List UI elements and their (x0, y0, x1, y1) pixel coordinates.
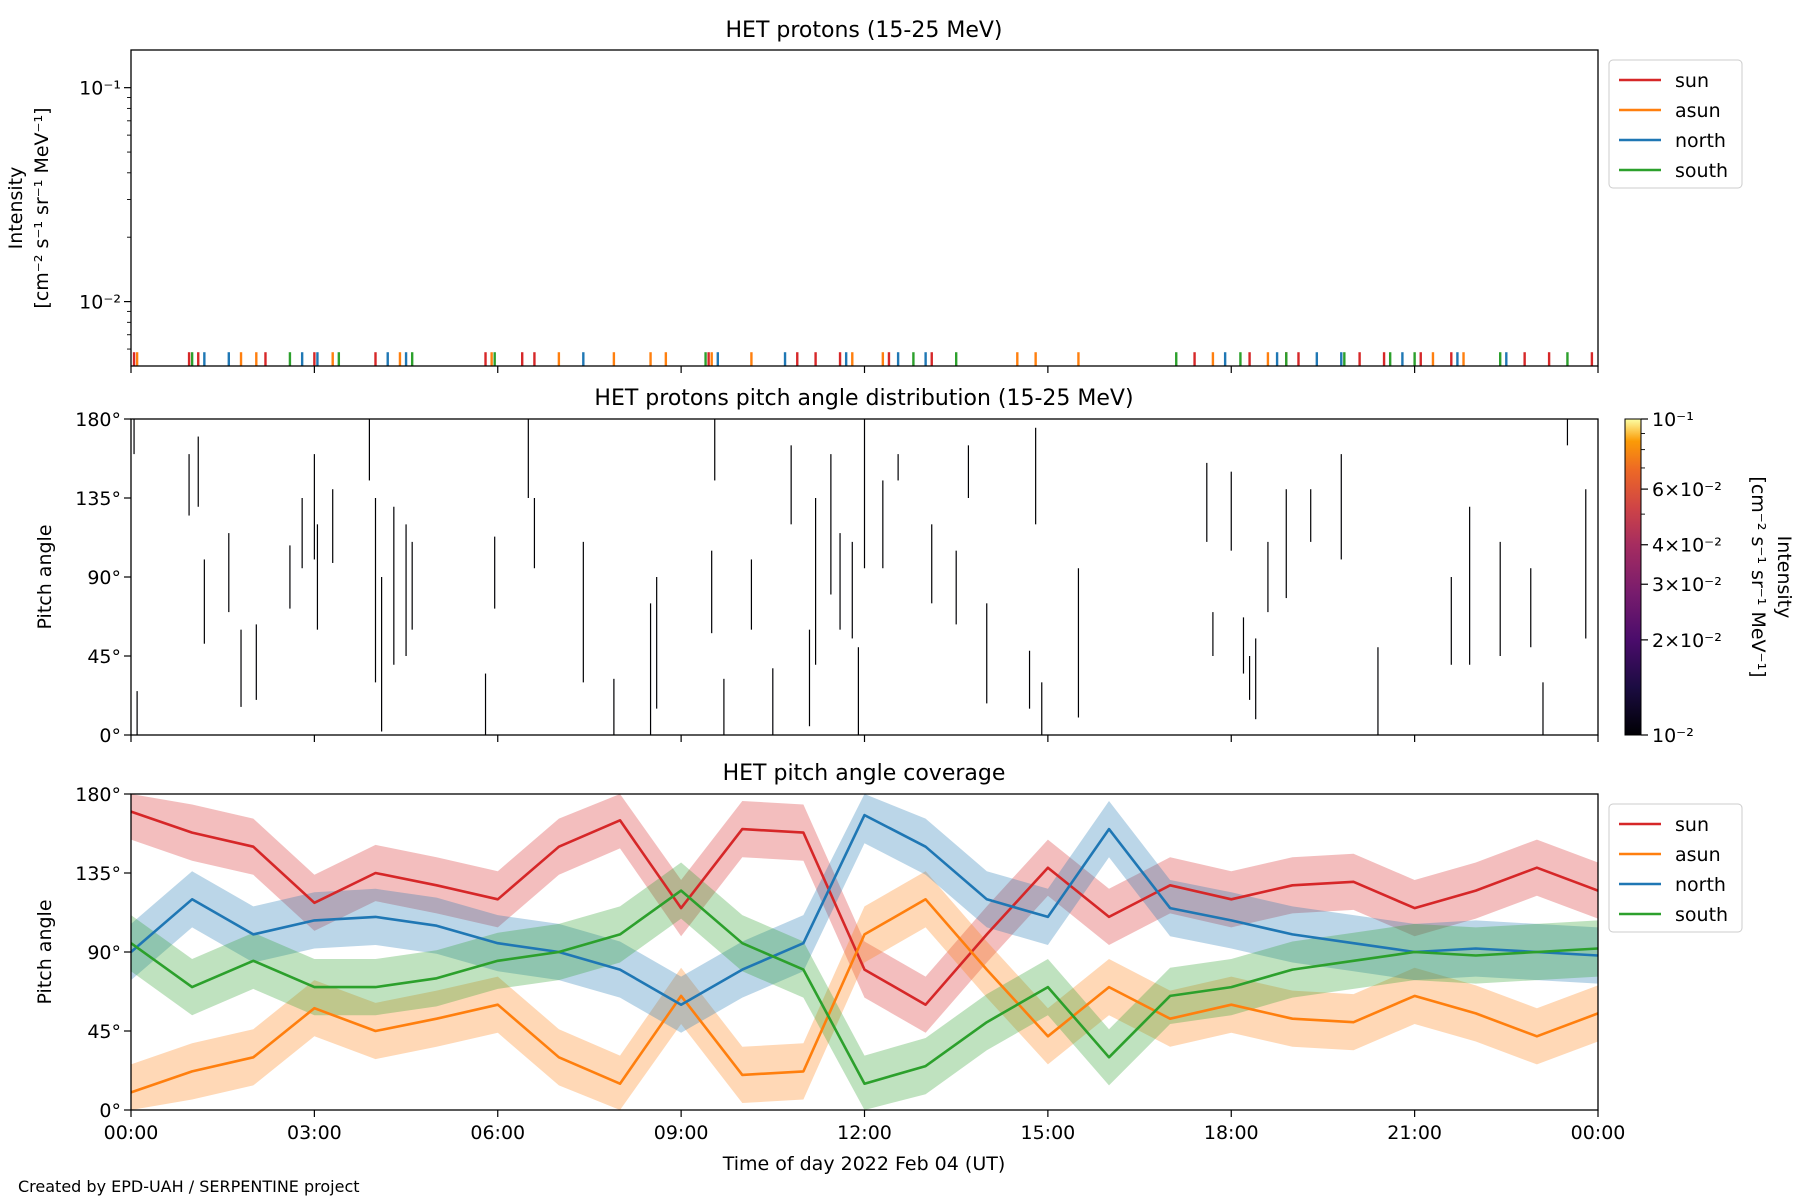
x-tick-label: 18:00 (1204, 1122, 1259, 1144)
legend-label-sun: sun (1675, 70, 1709, 92)
y-tick-label: 0° (99, 1100, 121, 1122)
colorbar-tick-label: 2×10⁻² (1652, 630, 1722, 652)
panel-intensity: HET protons (15-25 MeV) 10⁻¹ 10⁻² Intensi… (5, 18, 1743, 373)
panel2-ylabel: Pitch angle (34, 524, 56, 629)
colorbar-label-line1: Intensity (1773, 536, 1795, 619)
panel2-frame (130, 418, 1599, 736)
legend-label-south: south (1675, 904, 1728, 926)
x-tick-label: 03:00 (287, 1122, 342, 1144)
y-tick-label: 180° (75, 784, 121, 806)
credit-text: Created by EPD-UAH / SERPENTINE project (18, 1177, 360, 1196)
y-tick-label: 10⁻¹ (79, 78, 121, 100)
north-coverage-band (131, 794, 1598, 1033)
x-tick-label: 21:00 (1387, 1122, 1442, 1144)
asun-coverage-line (131, 897, 1598, 1094)
panel2-title: HET protons pitch angle distribution (15… (594, 386, 1133, 411)
legend-label-north: north (1675, 130, 1726, 152)
x-tick-label: 00:00 (1571, 1122, 1626, 1144)
panel-coverage: HET pitch angle coverage 0° 45° 90° 135° 180… (34, 761, 1743, 1175)
legend-label-south: south (1675, 160, 1728, 182)
y-tick-label: 90° (87, 567, 121, 589)
legend-label-sun: sun (1675, 814, 1709, 836)
south-coverage-band (131, 862, 1598, 1110)
legend-label-asun: asun (1675, 844, 1721, 866)
colorbar-label-line2: [cm⁻² s⁻¹ sr⁻¹ MeV⁻¹] (1747, 476, 1769, 677)
y-tick-label: 0° (99, 725, 121, 747)
legend-box (1608, 59, 1743, 189)
north-coverage-line (131, 813, 1598, 1007)
y-tick-label: 135° (75, 863, 121, 885)
panel3-title: HET pitch angle coverage (723, 761, 1006, 786)
y-tick-label: 45° (87, 646, 121, 668)
y-tick-label: 180° (75, 409, 121, 431)
south-coverage-line (131, 889, 1598, 1085)
sun-coverage-band (131, 794, 1598, 1033)
panel-pad: HET protons pitch angle distribution (15… (34, 386, 1795, 747)
colorbar-tick-label: 3×10⁻² (1652, 574, 1722, 596)
asun-coverage-band (131, 871, 1598, 1110)
panel3-ylabel: Pitch angle (34, 899, 56, 1004)
panel1-legend: sun asun north south (1608, 59, 1743, 189)
x-tick-label: 06:00 (470, 1122, 525, 1144)
panel1-ylabel-line1: Intensity (5, 167, 27, 250)
colorbar-tick-label: 4×10⁻² (1652, 535, 1722, 557)
colorbar-tick-label: 6×10⁻² (1652, 479, 1722, 501)
x-tick-label: 09:00 (654, 1122, 709, 1144)
y-tick-label: 135° (75, 488, 121, 510)
y-tick-label: 90° (87, 942, 121, 964)
panel3-legend: sun asun north south (1608, 803, 1743, 933)
x-axis-label: Time of day 2022 Feb 04 (UT) (722, 1153, 1006, 1175)
legend-label-north: north (1675, 874, 1726, 896)
sun-coverage-line (131, 810, 1598, 1007)
y-tick-label: 45° (87, 1021, 121, 1043)
colorbar-tick-label: 10⁻¹ (1652, 409, 1694, 431)
panel1-title: HET protons (15-25 MeV) (726, 18, 1003, 43)
panel1-ylabel-line2: [cm⁻² s⁻¹ sr⁻¹ MeV⁻¹] (31, 107, 53, 308)
x-tick-label: 15:00 (1020, 1122, 1075, 1144)
colorbar (1624, 418, 1642, 736)
y-tick-label: 10⁻² (79, 292, 121, 314)
x-tick-label: 12:00 (837, 1122, 892, 1144)
legend-label-asun: asun (1675, 100, 1721, 122)
panel3-frame (130, 793, 1599, 1111)
panel1-frame (130, 49, 1599, 367)
x-tick-label: 00:00 (104, 1122, 159, 1144)
legend-box (1608, 803, 1743, 933)
colorbar-tick-label: 10⁻² (1652, 725, 1694, 747)
